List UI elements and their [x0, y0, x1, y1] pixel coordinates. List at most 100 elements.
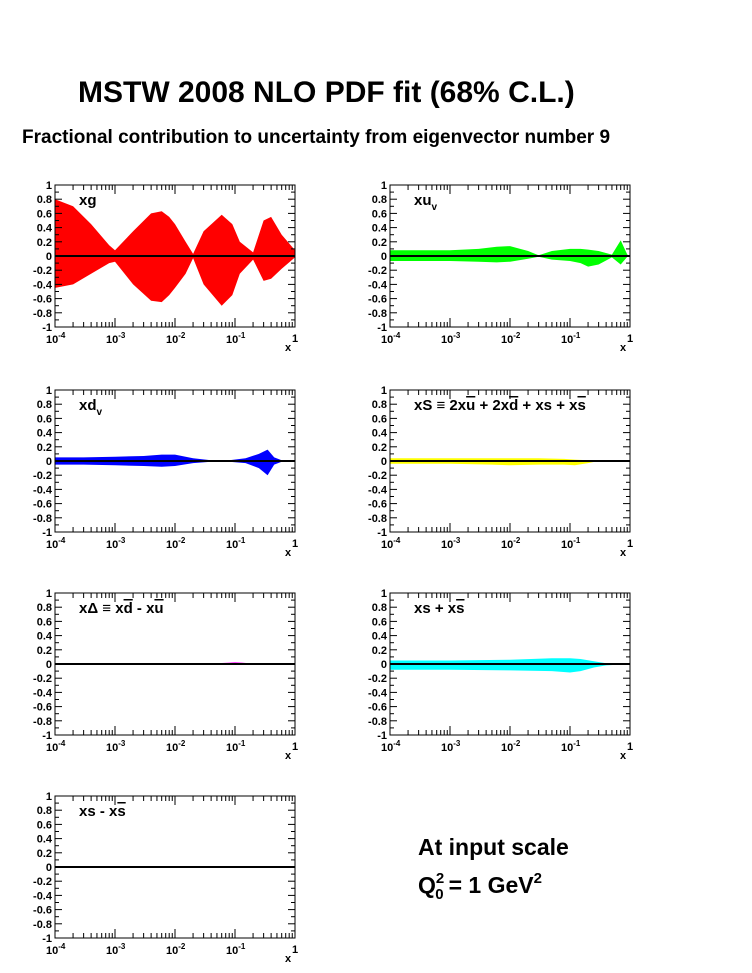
y-tick-label: -0.4 [368, 279, 388, 291]
y-tick-label: 1 [46, 180, 52, 192]
y-tick-label: 0.4 [37, 834, 53, 846]
x-tick-label: 10-2 [501, 331, 521, 346]
x-tick-label: 10-1 [226, 942, 246, 957]
y-tick-label: 0 [46, 659, 52, 671]
label-overbar-part: d [124, 600, 133, 617]
panel-label: xdv [79, 397, 103, 418]
x-tick-base: 10 [166, 742, 178, 754]
y-tick-label: -1 [377, 527, 387, 539]
y-tick-label: -0.2 [33, 265, 52, 277]
uncertainty-band [390, 658, 630, 673]
y-tick-label: -0.6 [33, 499, 52, 511]
y-tick-label: 0 [46, 251, 52, 263]
y-tick-label: 0 [46, 862, 52, 874]
y-tick-label: -0.8 [368, 308, 387, 320]
x-tick-base: 10 [226, 742, 238, 754]
label-part: xg [79, 192, 97, 209]
x-tick-base: 10 [501, 539, 513, 551]
x-tick-exp: -2 [178, 942, 186, 951]
y-tick-label: 0 [46, 456, 52, 468]
x-tick-label: 10-4 [46, 942, 66, 957]
y-tick-label: -0.2 [368, 265, 387, 277]
y-tick-label: 0.6 [37, 819, 52, 831]
x-tick-label: 10-4 [46, 739, 66, 754]
y-tick-label: 0.2 [372, 645, 387, 657]
x-tick-exp: -2 [513, 536, 521, 545]
x-axis-label: x [285, 547, 292, 559]
x-tick-label: 10-3 [106, 331, 126, 346]
x-tick-base: 10 [46, 539, 58, 551]
x-tick-exp: -4 [58, 331, 66, 340]
y-tick-label: -0.6 [368, 294, 387, 306]
y-tick-label: 0.8 [372, 602, 387, 614]
y-tick-label: -0.2 [33, 470, 52, 482]
y-tick-label: 0.4 [372, 631, 388, 643]
x-tick-exp: -2 [178, 536, 186, 545]
note-q-sub: 0 [435, 886, 443, 903]
note-q: Q [418, 872, 436, 898]
x-tick-base: 10 [561, 539, 573, 551]
y-tick-label: -0.6 [33, 702, 52, 714]
x-tick-base: 10 [441, 539, 453, 551]
y-tick-label: -0.4 [33, 890, 53, 902]
x-tick-base: 10 [106, 742, 118, 754]
x-tick-base: 10 [561, 742, 573, 754]
x-tick-label: 1 [292, 333, 298, 345]
uncertainty-band [55, 449, 295, 476]
x-tick-exp: -2 [513, 739, 521, 748]
panel-xDelta: 10.80.60.40.20-0.2-0.4-0.6-0.8-110-4 10-3… [33, 588, 298, 762]
x-tick-base: 10 [46, 334, 58, 346]
y-tick-label: 0.6 [372, 413, 387, 425]
x-tick-exp: -1 [573, 536, 581, 545]
x-tick-base: 10 [166, 945, 178, 957]
x-axis-label: x [285, 342, 292, 354]
panel-label: xs + xs [414, 600, 464, 617]
x-tick-label: 1 [627, 333, 633, 345]
uncertainty-band [390, 240, 630, 267]
x-tick-exp: -1 [238, 536, 246, 545]
y-tick-label: 0 [381, 251, 387, 263]
label-subscript: v [97, 407, 103, 418]
y-tick-label: -0.2 [33, 876, 52, 888]
y-tick-label: 0.6 [37, 616, 52, 628]
x-tick-base: 10 [501, 742, 513, 754]
y-tick-label: -0.6 [368, 702, 387, 714]
y-tick-label: 0.8 [372, 399, 387, 411]
x-tick-exp: -4 [393, 331, 401, 340]
x-tick-label: 10-1 [561, 536, 581, 551]
x-tick-exp: -3 [118, 739, 126, 748]
x-tick-exp: -4 [58, 536, 66, 545]
panel-xs+xsbar: 10.80.60.40.20-0.2-0.4-0.6-0.8-110-4 10-3… [368, 588, 633, 762]
x-tick-base: 10 [501, 334, 513, 346]
y-tick-label: 1 [381, 588, 387, 600]
y-tick-label: 1 [381, 180, 387, 192]
x-tick-base: 10 [106, 334, 118, 346]
note-q-sup: 2 [436, 870, 444, 887]
x-tick-exp: -1 [238, 942, 246, 951]
x-tick-base: 10 [381, 742, 393, 754]
y-tick-label: -0.4 [368, 484, 388, 496]
x-tick-label: 10-3 [106, 942, 126, 957]
y-tick-label: 0.4 [37, 428, 53, 440]
y-tick-label: 1 [46, 588, 52, 600]
y-tick-label: 0.6 [37, 208, 52, 220]
x-tick-label: 10-1 [226, 331, 246, 346]
x-tick-exp: -3 [453, 536, 461, 545]
x-tick-exp: -4 [393, 739, 401, 748]
panel-xg: 10.80.60.40.20-0.2-0.4-0.6-0.8-110-4 10-3… [33, 180, 298, 354]
y-tick-label: 0.2 [37, 442, 52, 454]
y-tick-label: -0.8 [368, 716, 387, 728]
x-tick-label: 10-1 [226, 536, 246, 551]
panel-xuv: 10.80.60.40.20-0.2-0.4-0.6-0.8-110-4 10-3… [368, 180, 633, 354]
x-tick-base: 10 [381, 334, 393, 346]
y-tick-label: -0.8 [33, 919, 52, 931]
y-tick-label: 1 [381, 385, 387, 397]
y-tick-label: -0.2 [33, 673, 52, 685]
x-tick-base: 10 [226, 334, 238, 346]
y-tick-label: -0.4 [33, 279, 53, 291]
x-tick-exp: -2 [178, 739, 186, 748]
x-tick-label: 1 [292, 538, 298, 550]
x-tick-label: 10-4 [46, 331, 66, 346]
panel-label: xs - xs [79, 803, 126, 820]
y-tick-label: -0.8 [33, 513, 52, 525]
